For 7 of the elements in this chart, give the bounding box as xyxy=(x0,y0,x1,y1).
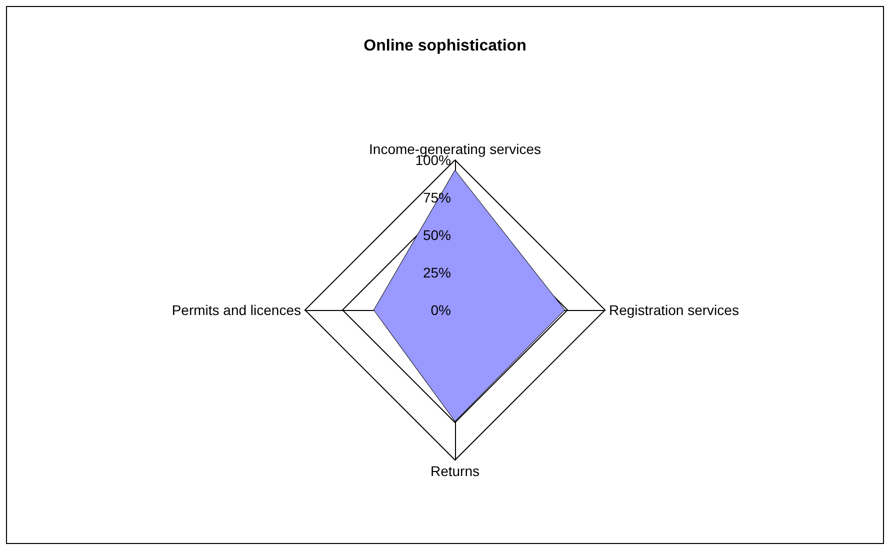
spoke-label: Registration services xyxy=(609,302,739,318)
y-tick-label: 50% xyxy=(422,227,451,243)
spoke-label: Permits and licences xyxy=(172,302,301,318)
y-tick-label: 0% xyxy=(430,302,451,318)
chart-title: Online sophistication xyxy=(364,38,526,54)
spoke-label: Returns xyxy=(430,463,480,479)
y-tick-label: 25% xyxy=(422,264,451,280)
